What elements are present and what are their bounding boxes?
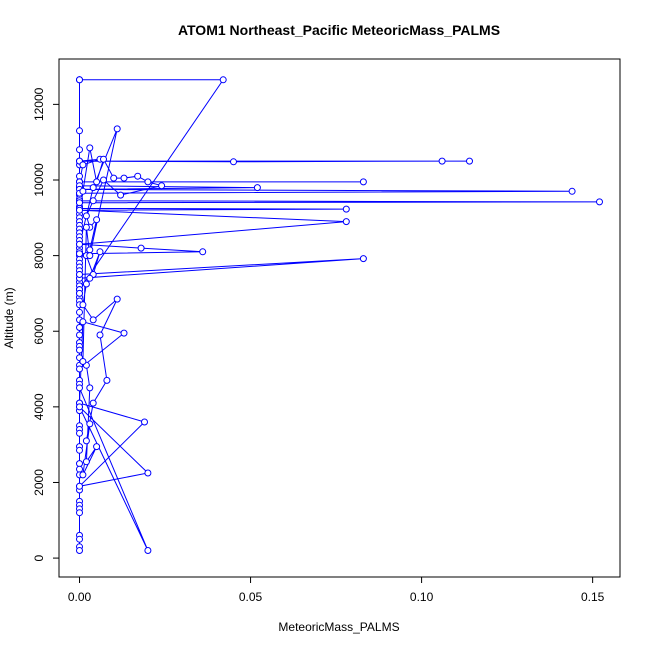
y-tick-label: 10000 xyxy=(32,163,46,197)
data-point xyxy=(86,384,94,392)
data-point xyxy=(79,358,87,365)
data-point xyxy=(100,176,107,184)
data-point xyxy=(76,331,83,339)
data-point xyxy=(82,280,90,288)
x-tick-label: 0.15 xyxy=(581,590,605,604)
data-point xyxy=(93,216,101,224)
data-point xyxy=(253,184,261,192)
data-point xyxy=(110,174,118,182)
x-tick-label: 0.10 xyxy=(410,590,434,604)
data-point xyxy=(76,250,83,258)
data-point xyxy=(76,199,83,207)
data-point xyxy=(113,295,121,303)
data-point xyxy=(79,471,87,479)
x-axis-label: MeteoricMass_PALMS xyxy=(278,620,399,634)
data-point xyxy=(144,178,152,186)
data-point xyxy=(76,509,83,517)
y-axis-label: Altitude (m) xyxy=(2,287,16,348)
series-line xyxy=(77,79,600,551)
data-point xyxy=(134,172,142,180)
data-point xyxy=(76,206,83,214)
data-point xyxy=(82,458,90,466)
data-point xyxy=(359,178,367,186)
data-point xyxy=(76,446,83,454)
data-point xyxy=(76,403,83,411)
data-point xyxy=(158,182,166,190)
data-point xyxy=(86,246,94,254)
plot-frame xyxy=(58,58,621,578)
data-point xyxy=(79,161,87,169)
chart-title: ATOM1 Northeast_Pacific MeteoricMass_PAL… xyxy=(178,22,500,38)
data-point xyxy=(120,329,128,337)
series-layer xyxy=(76,76,603,554)
data-point xyxy=(76,76,83,84)
data-point xyxy=(342,218,350,226)
data-point xyxy=(76,547,83,554)
data-point xyxy=(596,198,603,206)
data-point xyxy=(76,465,83,473)
data-point xyxy=(86,274,94,282)
data-point xyxy=(219,76,227,84)
y-tick-label: 8000 xyxy=(32,242,46,269)
data-point xyxy=(82,212,90,220)
data-point xyxy=(120,174,128,182)
data-point xyxy=(359,255,367,263)
y-tick-label: 6000 xyxy=(32,318,46,345)
data-point xyxy=(141,418,148,426)
data-point xyxy=(89,197,97,205)
data-point xyxy=(76,146,83,154)
data-point xyxy=(96,248,104,256)
data-point xyxy=(144,547,152,554)
y-tick-label: 0 xyxy=(32,554,46,561)
x-axis: 0.00 0.05 0.10 0.15 xyxy=(68,577,605,604)
data-point xyxy=(79,318,87,326)
y-tick-label: 4000 xyxy=(32,393,46,420)
data-point xyxy=(144,469,152,477)
data-point xyxy=(89,184,97,192)
data-point xyxy=(100,155,107,163)
data-point xyxy=(76,289,83,297)
data-point xyxy=(96,331,104,339)
data-point xyxy=(466,157,473,165)
data-point xyxy=(76,308,83,316)
data-point xyxy=(199,248,207,256)
data-point xyxy=(76,384,83,392)
data-point xyxy=(76,324,83,331)
data-point xyxy=(76,346,83,354)
data-point xyxy=(76,127,83,135)
data-point xyxy=(76,271,83,278)
data-point xyxy=(86,420,94,428)
data-point xyxy=(82,223,90,231)
data-point xyxy=(79,301,87,309)
data-point xyxy=(93,443,101,451)
data-point xyxy=(86,144,94,152)
data-point xyxy=(76,172,83,180)
data-point xyxy=(76,482,83,490)
x-tick-label: 0.00 xyxy=(68,590,92,604)
data-point xyxy=(76,535,83,543)
data-point xyxy=(76,240,83,248)
data-point xyxy=(89,316,97,324)
y-tick-label: 12000 xyxy=(32,87,46,121)
y-axis: 0 2000 4000 6000 8000 10000 12000 xyxy=(32,87,59,561)
data-point xyxy=(568,187,576,195)
data-point xyxy=(230,158,237,166)
data-point xyxy=(117,191,125,199)
data-point xyxy=(93,178,101,186)
x-tick-label: 0.05 xyxy=(239,590,263,604)
y-tick-label: 2000 xyxy=(32,469,46,496)
data-point xyxy=(76,429,83,437)
data-point xyxy=(137,244,145,252)
data-point xyxy=(438,157,446,165)
data-point xyxy=(76,365,83,373)
data-point xyxy=(79,187,87,195)
data-point xyxy=(89,399,97,407)
data-point xyxy=(86,252,94,260)
data-point xyxy=(113,125,121,133)
data-point xyxy=(82,437,90,445)
data-point xyxy=(103,376,111,384)
data-point xyxy=(342,205,350,213)
